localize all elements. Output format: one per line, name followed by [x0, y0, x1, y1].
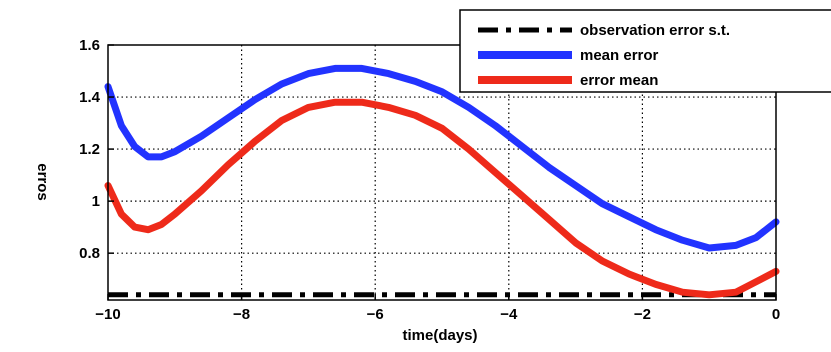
- ticks-layer: −10 −8 −6 −4 −2 0 0.8 1 1.2 1.4 1.6: [79, 37, 780, 323]
- y-tick-label: 1.2: [79, 141, 100, 158]
- axes-layer: [107, 44, 777, 301]
- x-tick-label: −8: [233, 306, 250, 323]
- legend-label: observation error s.t.: [580, 22, 730, 39]
- series-line-2: [104, 64, 780, 252]
- x-tick-label: −2: [634, 306, 651, 323]
- x-tick-label: −4: [500, 306, 518, 323]
- legend: observation error s.t. mean error error me…: [459, 9, 831, 93]
- x-axis-label: time(days): [402, 327, 477, 344]
- y-tick-label: 1.4: [79, 89, 101, 106]
- legend-label: error mean: [580, 72, 658, 89]
- x-tick-label: −10: [95, 306, 120, 323]
- y-tick-label: 1.6: [79, 37, 100, 54]
- x-tick-label: −6: [367, 306, 384, 323]
- y-tick-label: 0.8: [79, 245, 100, 262]
- x-tick-label: 0: [772, 306, 780, 323]
- y-tick-label: 1: [92, 193, 100, 210]
- plot-frame: [107, 44, 777, 301]
- legend-label: mean error: [580, 47, 659, 64]
- series-layer: [104, 64, 780, 299]
- y-axis-label: erros: [34, 163, 51, 201]
- series-line-3: [104, 98, 780, 299]
- grid-layer: [108, 45, 776, 300]
